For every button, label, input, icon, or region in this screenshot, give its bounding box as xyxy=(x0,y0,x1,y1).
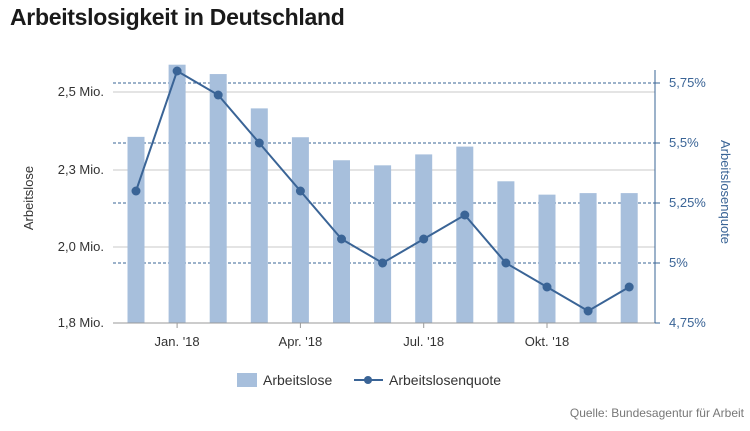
x-tick-label: Apr. '18 xyxy=(279,334,323,349)
line-point xyxy=(172,66,182,76)
line-point xyxy=(583,306,593,316)
legend-line-marker xyxy=(364,376,372,384)
bar xyxy=(374,165,392,323)
line-point xyxy=(131,186,141,196)
line-point xyxy=(213,90,223,100)
bar xyxy=(168,64,186,323)
legend: Arbeitslose Arbeitslosenquote xyxy=(237,372,501,388)
line-series xyxy=(131,66,634,316)
bar xyxy=(579,193,597,323)
line-point xyxy=(501,258,511,268)
right-tick-label: 5,25% xyxy=(669,195,706,210)
left-tick-label: 1,8 Mio. xyxy=(58,315,104,330)
bar xyxy=(291,137,309,323)
chart-title: Arbeitslosigkeit in Deutschland xyxy=(10,4,345,30)
line-point xyxy=(419,234,429,244)
left-tick-label: 2,0 Mio. xyxy=(58,239,104,254)
legend-label-arbeitslose: Arbeitslose xyxy=(263,372,332,388)
right-tick-label: 4,75% xyxy=(669,315,706,330)
left-axis-title: Arbeitslose xyxy=(21,166,36,230)
line-point xyxy=(624,282,634,292)
x-tick-label: Jan. '18 xyxy=(155,334,200,349)
right-tick-label: 5,5% xyxy=(669,135,699,150)
tick-labels: 1,8 Mio. 2,0 Mio. 2,3 Mio. 2,5 Mio. 4,75% 5% 5… xyxy=(58,75,707,349)
legend-bar-swatch xyxy=(237,373,257,387)
bar xyxy=(620,193,638,323)
axes xyxy=(113,70,656,324)
source-note: Quelle: Bundesagentur für Arbeit xyxy=(569,406,744,420)
bars xyxy=(127,64,638,323)
line-point xyxy=(254,138,264,148)
line-point xyxy=(542,282,552,292)
right-axis-title: Arbeitslosenquote xyxy=(718,140,733,244)
bar xyxy=(497,181,515,323)
bar xyxy=(250,108,268,323)
x-tick-label: Okt. '18 xyxy=(525,334,569,349)
line-point xyxy=(460,210,470,220)
right-tick-label: 5,75% xyxy=(669,75,706,90)
bar xyxy=(456,146,474,323)
line-point xyxy=(378,258,388,268)
legend-label-arbeitslosenquote: Arbeitslosenquote xyxy=(389,372,501,388)
left-tick-label: 2,5 Mio. xyxy=(58,84,104,99)
x-tick-label: Jul. '18 xyxy=(403,334,444,349)
bar xyxy=(127,136,145,323)
bar xyxy=(209,74,227,323)
line-point xyxy=(337,234,346,244)
bar xyxy=(538,194,556,323)
line-point xyxy=(295,186,305,196)
left-tick-label: 2,3 Mio. xyxy=(58,162,104,177)
right-tick-label: 5% xyxy=(669,255,688,270)
